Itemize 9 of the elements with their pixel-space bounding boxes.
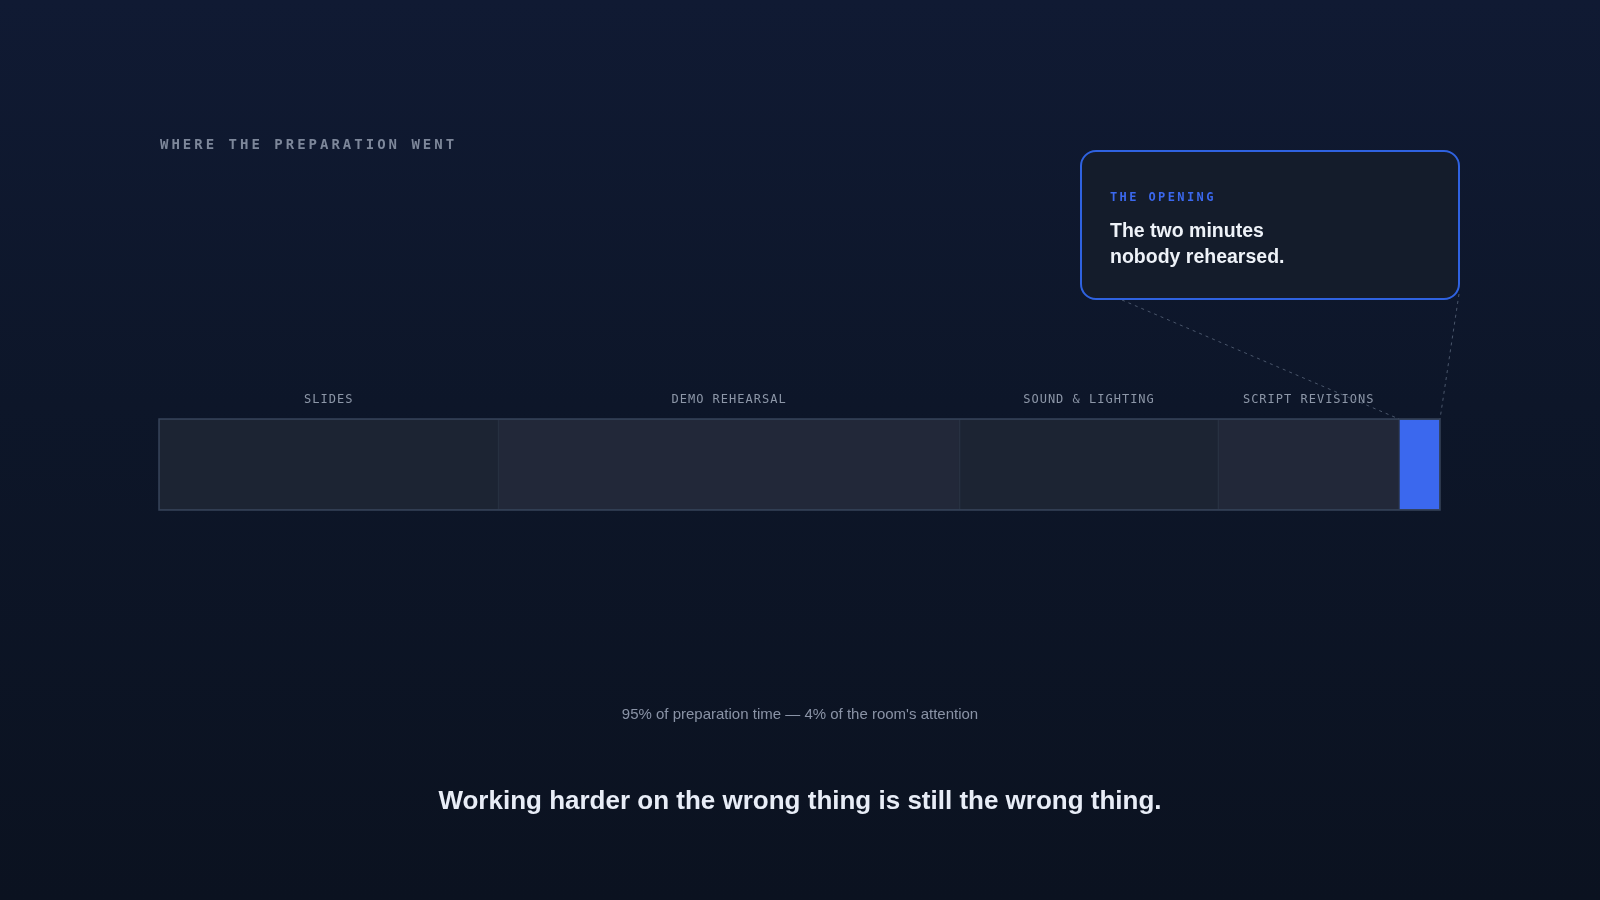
text: The two minutes nobody rehearsed. xyxy=(1110,218,1286,269)
series-label: SOUND & LIGHTING xyxy=(1023,392,1155,407)
chart-title: WHERE THE PREPARATION WENT xyxy=(160,136,458,153)
text: THE OPENING xyxy=(1110,190,1216,204)
series-label: DEMO REHEARSAL xyxy=(671,392,787,407)
text: Working harder on the wrong thing is still the wrong thing. xyxy=(438,784,1162,816)
text: 95% of preparation time — 4% of the room's attention xyxy=(621,705,979,723)
series-label: SCRIPT REVISIONS xyxy=(1242,392,1375,407)
series-label: SLIDES xyxy=(304,392,354,407)
